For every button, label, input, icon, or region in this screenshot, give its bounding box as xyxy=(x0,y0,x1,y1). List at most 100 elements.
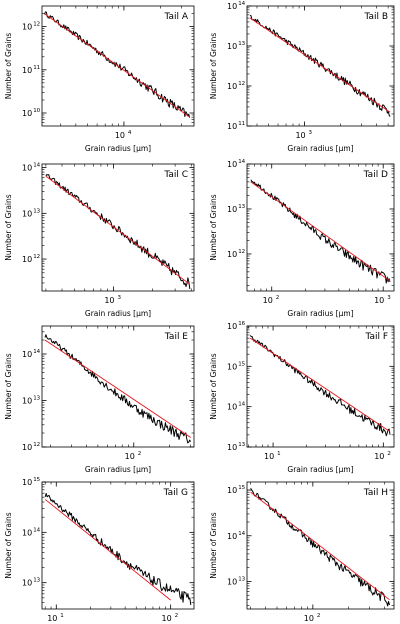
y-tick-label: 10 xyxy=(22,528,32,537)
fit-line xyxy=(45,175,191,285)
x-tick-exponent: 2 xyxy=(387,451,391,457)
y-tick-exponent: 14 xyxy=(33,349,40,355)
x-tick-label: 10 xyxy=(304,614,314,623)
data-series-line xyxy=(44,334,192,444)
y-tick-exponent: 14 xyxy=(238,1,245,7)
chart-panel-g: 101102101310141015Grain radius [µm]Numbe… xyxy=(4,477,195,623)
y-axis-label: Number of Grains xyxy=(209,33,218,99)
y-tick-label: 10 xyxy=(227,160,237,169)
x-tick-label: 10 xyxy=(264,452,274,461)
data-series-line xyxy=(249,15,391,117)
y-tick-exponent: 12 xyxy=(238,81,245,87)
fit-line xyxy=(44,499,171,601)
y-axis-label: Number of Grains xyxy=(209,194,218,260)
x-tick-exponent: 1 xyxy=(277,451,281,457)
y-tick-label: 10 xyxy=(227,577,237,586)
y-tick-label: 10 xyxy=(22,350,32,359)
y-tick-label: 10 xyxy=(227,2,237,11)
y-tick-exponent: 13 xyxy=(238,204,245,210)
y-tick-exponent: 14 xyxy=(33,527,40,533)
y-tick-label: 10 xyxy=(227,362,237,371)
y-axis-label: Number of Grains xyxy=(4,512,13,578)
y-tick-exponent: 13 xyxy=(238,442,245,448)
plot-frame xyxy=(41,163,195,292)
x-tick-exponent: 2 xyxy=(276,295,280,301)
y-tick-exponent: 13 xyxy=(238,41,245,47)
y-tick-label: 10 xyxy=(227,82,237,91)
x-tick-label: 10 xyxy=(263,296,273,305)
x-tick-label: 10 xyxy=(104,296,114,305)
plot-frame xyxy=(246,163,395,292)
x-tick-label: 10 xyxy=(374,452,384,461)
y-axis-label: Number of Grains xyxy=(4,194,13,260)
x-tick-label: 10 xyxy=(125,452,135,461)
y-tick-label: 10 xyxy=(22,443,32,452)
y-tick-label: 10 xyxy=(227,42,237,51)
chart-panel-h: 102101310141015Grain radius [µm]Number o… xyxy=(209,481,395,623)
y-tick-exponent: 12 xyxy=(33,254,40,260)
y-tick-label: 10 xyxy=(22,23,32,32)
fit-line xyxy=(250,181,391,282)
x-axis-label: Grain radius [µm] xyxy=(85,144,151,153)
data-series-line xyxy=(44,492,192,605)
x-axis-label: Grain radius [µm] xyxy=(85,309,151,318)
x-tick-exponent: 2 xyxy=(175,613,179,619)
y-tick-exponent: 15 xyxy=(33,477,40,483)
y-tick-label: 10 xyxy=(22,66,32,75)
y-tick-label: 10 xyxy=(22,209,32,218)
y-tick-exponent: 12 xyxy=(33,442,40,448)
plot-frame xyxy=(246,481,395,610)
data-series-line xyxy=(250,179,391,284)
y-tick-label: 10 xyxy=(22,164,32,173)
y-tick-exponent: 15 xyxy=(238,485,245,491)
fit-line xyxy=(44,339,191,438)
data-series-line xyxy=(45,174,191,289)
x-axis-label: Grain radius [µm] xyxy=(85,465,151,474)
x-axis-label: Grain radius [µm] xyxy=(287,144,353,153)
x-tick-exponent: 4 xyxy=(128,130,132,136)
y-axis-label: Number of Grains xyxy=(4,33,13,99)
y-tick-exponent: 13 xyxy=(33,578,40,584)
plot-frame xyxy=(246,325,395,448)
fit-line xyxy=(249,17,391,113)
y-tick-label: 10 xyxy=(22,478,32,487)
x-tick-label: 10 xyxy=(47,614,57,623)
x-tick-exponent: 3 xyxy=(117,295,121,301)
data-series-line xyxy=(43,11,191,118)
y-tick-exponent: 14 xyxy=(33,163,40,169)
panel-title: Tail C xyxy=(163,170,188,180)
y-tick-exponent: 13 xyxy=(33,208,40,214)
y-tick-exponent: 13 xyxy=(33,395,40,401)
plot-frame xyxy=(246,5,395,127)
x-tick-label: 10 xyxy=(115,131,125,140)
panel-title: Tail G xyxy=(163,488,188,498)
y-tick-label: 10 xyxy=(22,109,32,118)
y-axis-label: Number of Grains xyxy=(209,353,218,419)
x-tick-exponent: 1 xyxy=(60,613,64,619)
y-tick-label: 10 xyxy=(227,486,237,495)
fit-line xyxy=(249,337,391,433)
plot-frame xyxy=(41,481,195,610)
x-axis-label: Grain radius [µm] xyxy=(287,309,353,318)
y-tick-exponent: 12 xyxy=(238,249,245,255)
y-tick-exponent: 16 xyxy=(238,321,245,327)
y-tick-label: 10 xyxy=(227,205,237,214)
x-tick-exponent: 2 xyxy=(138,451,142,457)
y-tick-label: 10 xyxy=(227,250,237,259)
y-tick-label: 10 xyxy=(227,322,237,331)
x-tick-label: 10 xyxy=(374,296,384,305)
panel-title: Tail H xyxy=(363,488,388,498)
y-tick-exponent: 10 xyxy=(33,108,40,114)
data-series-line xyxy=(250,488,390,607)
y-tick-label: 10 xyxy=(227,443,237,452)
y-tick-label: 10 xyxy=(22,579,32,588)
y-tick-exponent: 13 xyxy=(238,576,245,582)
y-axis-label: Number of Grains xyxy=(209,512,218,578)
y-tick-label: 10 xyxy=(227,122,237,131)
